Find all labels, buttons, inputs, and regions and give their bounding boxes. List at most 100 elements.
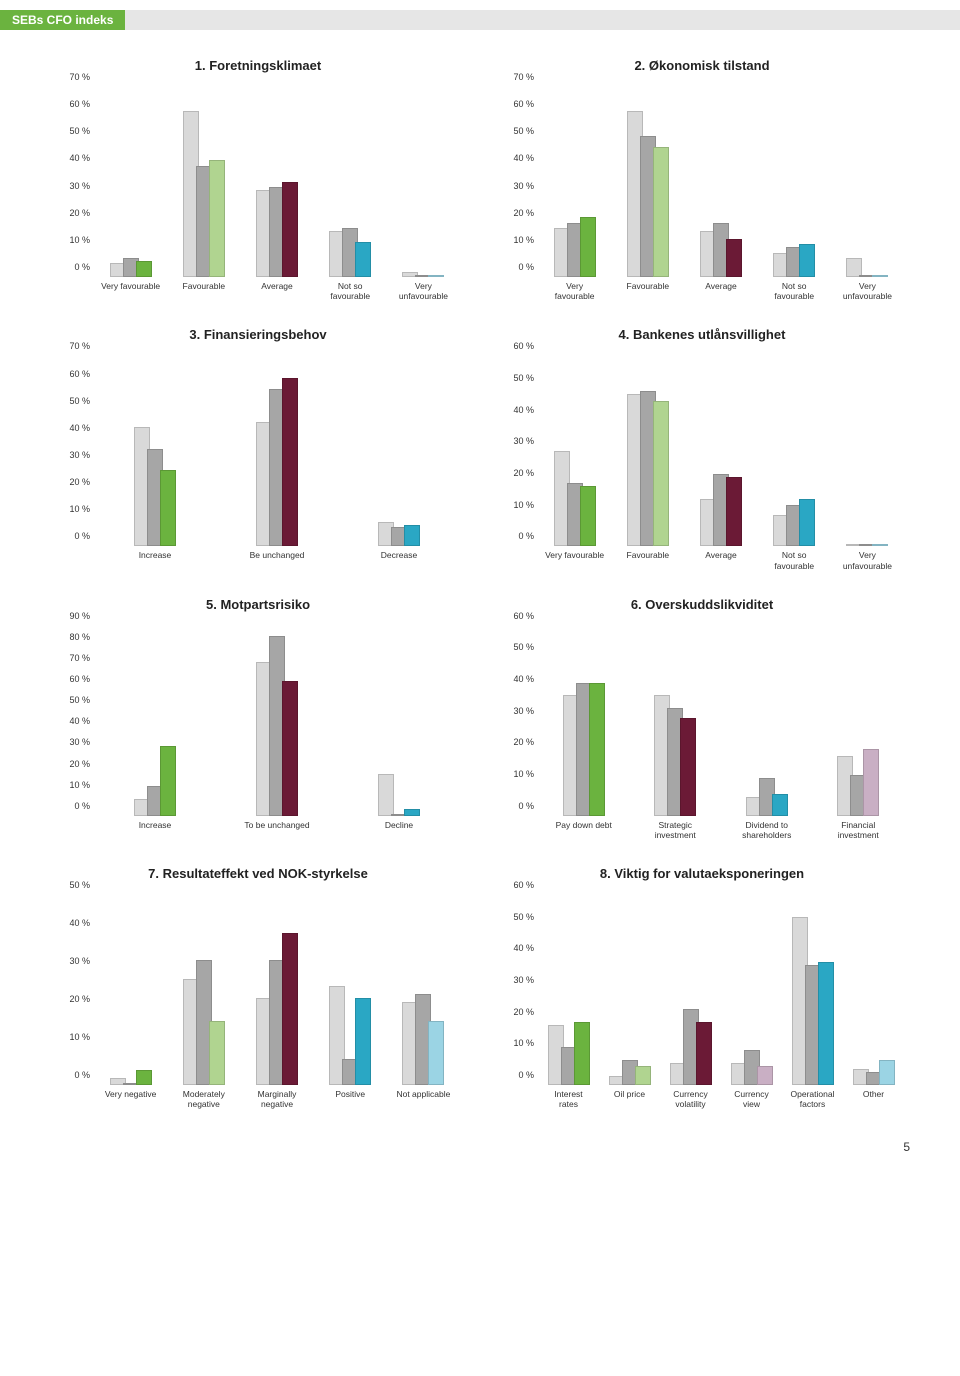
- x-label: Not sofavourable: [314, 281, 387, 301]
- chart-plot: 0 %10 %20 %30 %40 %50 %60 %70 %80 %90 %: [94, 626, 460, 816]
- y-tick: 60 %: [69, 369, 90, 379]
- bar: [726, 239, 742, 277]
- chart-plot: 0 %10 %20 %30 %40 %50 %60 %70 %: [94, 356, 460, 546]
- y-tick: 60 %: [513, 611, 534, 621]
- y-tick: 40 %: [69, 423, 90, 433]
- bar: [772, 794, 788, 816]
- bar: [574, 1022, 590, 1085]
- bar: [863, 749, 879, 816]
- category-group: [94, 626, 216, 816]
- y-tick: 80 %: [69, 632, 90, 642]
- category-group: [216, 626, 338, 816]
- chart-plot: 0 %10 %20 %30 %40 %50 %60 %: [538, 895, 904, 1085]
- y-tick: 0 %: [74, 262, 90, 272]
- x-label: Not sofavourable: [758, 550, 831, 570]
- y-tick: 70 %: [69, 72, 90, 82]
- chart-title: 3. Finansieringsbehov: [50, 327, 466, 342]
- x-labels: VeryfavourableFavourableAverageNot sofav…: [538, 281, 904, 301]
- charts-grid: 1. Foretningsklimaet0 %10 %20 %30 %40 %5…: [0, 50, 960, 1110]
- bar: [818, 962, 834, 1086]
- bar: [209, 160, 225, 277]
- y-axis: 0 %10 %20 %30 %40 %50 %60 %70 %: [50, 87, 90, 277]
- category-row: [94, 626, 460, 816]
- y-tick: 30 %: [69, 450, 90, 460]
- chart-c5: 5. Motpartsrisiko 0 %10 %20 %30 %40 %50 %…: [50, 589, 466, 840]
- y-tick: 10 %: [69, 235, 90, 245]
- category-group: [660, 895, 721, 1085]
- x-label: Currencyview: [721, 1089, 782, 1109]
- chart-plot: 0 %10 %20 %30 %40 %50 %60 %: [538, 626, 904, 816]
- bar: [428, 1021, 444, 1086]
- chart-title: 1. Foretningsklimaet: [50, 58, 466, 73]
- bar: [635, 1066, 651, 1085]
- y-tick: 50 %: [513, 126, 534, 136]
- bar: [757, 1066, 773, 1085]
- y-tick: 30 %: [69, 181, 90, 191]
- y-tick: 50 %: [513, 912, 534, 922]
- y-tick: 30 %: [69, 956, 90, 966]
- bar: [879, 1060, 895, 1085]
- bar: [160, 746, 176, 816]
- y-axis: 0 %10 %20 %30 %40 %50 %60 %70 %80 %90 %: [50, 626, 90, 816]
- bar: [653, 401, 669, 547]
- category-group: [611, 356, 684, 546]
- category-group: [338, 626, 460, 816]
- y-tick: 20 %: [69, 477, 90, 487]
- category-row: [538, 87, 904, 277]
- y-tick: 50 %: [69, 126, 90, 136]
- y-tick: 10 %: [513, 235, 534, 245]
- y-tick: 20 %: [513, 737, 534, 747]
- y-tick: 0 %: [518, 801, 534, 811]
- x-label: Favourable: [167, 281, 240, 301]
- y-tick: 30 %: [513, 181, 534, 191]
- chart-title: 5. Motpartsrisiko: [50, 597, 466, 612]
- bar: [580, 217, 596, 277]
- bar: [282, 182, 298, 277]
- chart-c3: 3. Finansieringsbehov 0 %10 %20 %30 %40 %…: [50, 319, 466, 570]
- y-tick: 60 %: [513, 880, 534, 890]
- category-group: [538, 356, 611, 546]
- category-group: [684, 356, 757, 546]
- x-label: Veryunfavourable: [387, 281, 460, 301]
- x-label: Increase: [94, 820, 216, 830]
- category-group: [782, 895, 843, 1085]
- bar: [160, 470, 176, 546]
- bar: [580, 486, 596, 546]
- category-group: [721, 895, 782, 1085]
- x-labels: IncreaseBe unchangedDecrease: [94, 550, 460, 560]
- y-tick: 20 %: [69, 759, 90, 769]
- category-group: [721, 626, 813, 816]
- header-tail: [125, 10, 960, 30]
- x-label: To be unchanged: [216, 820, 338, 830]
- bar: [799, 244, 815, 277]
- category-group: [240, 87, 313, 277]
- category-group: [684, 87, 757, 277]
- x-label: Positive: [314, 1089, 387, 1109]
- x-label: Not applicable: [387, 1089, 460, 1109]
- chart-c7: 7. Resultateffekt ved NOK-styrkelse0 %10…: [50, 858, 466, 1109]
- y-tick: 60 %: [69, 674, 90, 684]
- y-tick: 0 %: [518, 262, 534, 272]
- y-tick: 20 %: [513, 208, 534, 218]
- y-tick: 20 %: [513, 1007, 534, 1017]
- y-axis: 0 %10 %20 %30 %40 %50 %60 %70 %: [494, 87, 534, 277]
- x-label: Very favourable: [94, 281, 167, 301]
- category-group: [538, 895, 599, 1085]
- x-label: Not sofavourable: [758, 281, 831, 301]
- x-label: Other: [843, 1089, 904, 1109]
- y-tick: 40 %: [69, 918, 90, 928]
- y-tick: 30 %: [513, 975, 534, 985]
- x-labels: Pay down debtStrategicinvestmentDividend…: [538, 820, 904, 840]
- chart-title: 6. Overskuddslikviditet: [494, 597, 910, 612]
- bar: [428, 275, 444, 277]
- y-tick: 60 %: [513, 99, 534, 109]
- category-group: [216, 356, 338, 546]
- x-label: Veryfavourable: [538, 281, 611, 301]
- y-tick: 40 %: [513, 943, 534, 953]
- x-label: Currencyvolatility: [660, 1089, 721, 1109]
- header-bar: SEBs CFO indeks: [0, 10, 960, 30]
- x-label: Dividend toshareholders: [721, 820, 813, 840]
- chart-plot: 0 %10 %20 %30 %40 %50 %60 %: [538, 356, 904, 546]
- x-label: Strategicinvestment: [630, 820, 722, 840]
- y-tick: 20 %: [69, 208, 90, 218]
